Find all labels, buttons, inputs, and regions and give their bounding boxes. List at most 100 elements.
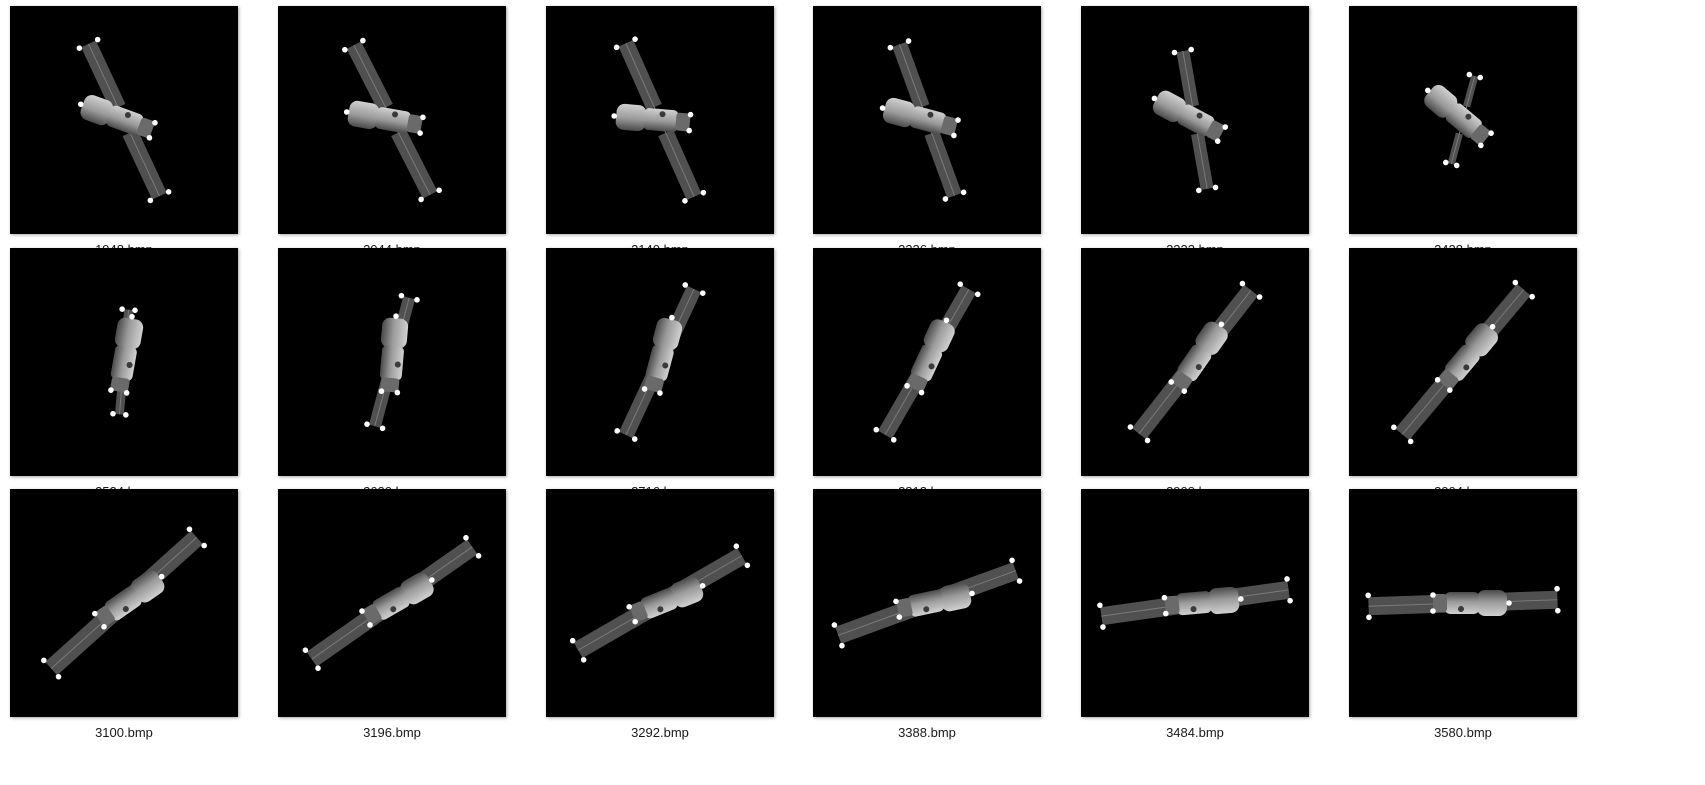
marker-point	[1466, 71, 1473, 78]
satellite-thumbnail-icon[interactable]	[546, 248, 774, 476]
file-item[interactable]: 3004.bmp	[1349, 248, 1577, 499]
spacecraft-body	[879, 97, 961, 139]
file-item[interactable]: 2908.bmp	[1081, 248, 1309, 499]
marker-point	[92, 610, 98, 617]
satellite-thumbnail-icon[interactable]	[813, 489, 1041, 717]
marker-point	[744, 562, 751, 569]
marker-point	[969, 590, 975, 597]
file-name-label[interactable]: 3100.bmp	[95, 725, 153, 740]
marker-point	[302, 647, 309, 653]
satellite-thumbnail-icon[interactable]	[1081, 6, 1309, 234]
spacecraft-body	[904, 317, 955, 396]
marker-point	[626, 604, 632, 610]
file-item[interactable]: 2044.bmp	[278, 6, 506, 257]
marker-point	[1144, 437, 1151, 444]
marker-point	[957, 281, 964, 288]
file-item[interactable]: 3484.bmp	[1081, 489, 1309, 740]
spacecraft-body	[641, 314, 683, 396]
marker-point	[904, 383, 910, 389]
file-item[interactable]: 3580.bmp	[1349, 489, 1577, 740]
file-item[interactable]: 2236.bmp	[813, 6, 1041, 257]
marker-point	[94, 36, 101, 43]
satellite-render	[1424, 71, 1494, 169]
marker-point	[887, 44, 894, 51]
marker-point	[682, 282, 689, 288]
marker-point	[631, 436, 638, 442]
marker-point	[77, 101, 84, 108]
satellite-render	[1391, 279, 1535, 445]
marker-point	[379, 425, 386, 432]
marker-point	[1488, 130, 1494, 136]
marker-point	[123, 390, 130, 396]
marker-point	[831, 622, 838, 628]
satellite-thumbnail-icon[interactable]	[10, 489, 238, 717]
file-name-label[interactable]: 3580.bmp	[1434, 725, 1492, 740]
marker-point	[101, 623, 107, 630]
file-item[interactable]: 3292.bmp	[546, 489, 774, 740]
marker-point	[632, 36, 638, 42]
satellite-thumbnail-icon[interactable]	[278, 248, 506, 476]
satellite-thumbnail-icon[interactable]	[10, 6, 238, 234]
satellite-thumbnail-icon[interactable]	[813, 248, 1041, 476]
satellite-thumbnail-icon[interactable]	[10, 248, 238, 476]
marker-point	[315, 665, 321, 672]
marker-point	[1239, 280, 1246, 287]
file-item[interactable]: 3100.bmp	[10, 489, 238, 740]
file-item[interactable]: 2140.bmp	[546, 6, 774, 257]
satellite-thumbnail-icon[interactable]	[813, 6, 1041, 234]
marker-point	[360, 37, 366, 44]
marker-point	[108, 387, 114, 393]
file-name-label[interactable]: 3292.bmp	[631, 725, 689, 740]
marker-point	[580, 656, 587, 663]
file-item[interactable]: 2524.bmp	[10, 248, 238, 499]
file-item[interactable]: 2428.bmp	[1349, 6, 1577, 257]
marker-point	[429, 577, 435, 583]
satellite-thumbnail-icon[interactable]	[278, 489, 506, 717]
satellite-thumbnail-icon[interactable]	[278, 6, 506, 234]
file-name-label[interactable]: 3388.bmp	[898, 725, 956, 740]
spacecraft-body	[1151, 90, 1229, 144]
file-item[interactable]: 2332.bmp	[1081, 6, 1309, 257]
marker-point	[417, 130, 423, 136]
satellite-thumbnail-icon[interactable]	[1081, 248, 1309, 476]
file-item[interactable]: 2620.bmp	[278, 248, 506, 499]
marker-point	[1097, 602, 1103, 609]
marker-point	[1016, 578, 1023, 584]
spacecraft-body	[108, 313, 144, 396]
spacecraft-body	[343, 100, 426, 136]
satellite-render	[611, 36, 707, 204]
marker-point	[1366, 614, 1372, 621]
marker-point	[613, 44, 620, 51]
marker-point	[918, 389, 925, 396]
marker-point	[687, 111, 694, 118]
marker-point	[1218, 321, 1225, 328]
file-item[interactable]: 2716.bmp	[546, 248, 774, 499]
satellite-thumbnail-icon[interactable]	[546, 489, 774, 717]
file-item[interactable]: 1948.bmp	[10, 6, 238, 257]
marker-point	[1434, 377, 1441, 383]
file-item[interactable]: 2812.bmp	[813, 248, 1041, 499]
file-name-label[interactable]: 3196.bmp	[363, 725, 421, 740]
satellite-thumbnail-icon[interactable]	[1349, 6, 1577, 234]
marker-point	[890, 436, 897, 443]
marker-point	[942, 196, 949, 202]
marker-point	[110, 410, 116, 417]
satellite-thumbnail-icon[interactable]	[1349, 248, 1577, 476]
marker-point	[1127, 424, 1134, 430]
marker-point	[700, 189, 707, 196]
marker-point	[873, 426, 880, 433]
satellite-thumbnail-icon[interactable]	[1081, 489, 1309, 717]
file-item[interactable]: 3196.bmp	[278, 489, 506, 740]
marker-point	[1554, 585, 1560, 592]
solar-panel	[342, 37, 442, 203]
marker-point	[1391, 424, 1397, 431]
marker-point	[955, 117, 961, 123]
file-item[interactable]: 3388.bmp	[813, 489, 1041, 740]
spacecraft-body	[1161, 586, 1244, 617]
satellite-render	[1151, 46, 1229, 194]
satellite-thumbnail-icon[interactable]	[1349, 489, 1577, 717]
marker-point	[129, 313, 135, 320]
satellite-thumbnail-icon[interactable]	[546, 6, 774, 234]
marker-point	[699, 582, 706, 589]
file-name-label[interactable]: 3484.bmp	[1166, 725, 1224, 740]
